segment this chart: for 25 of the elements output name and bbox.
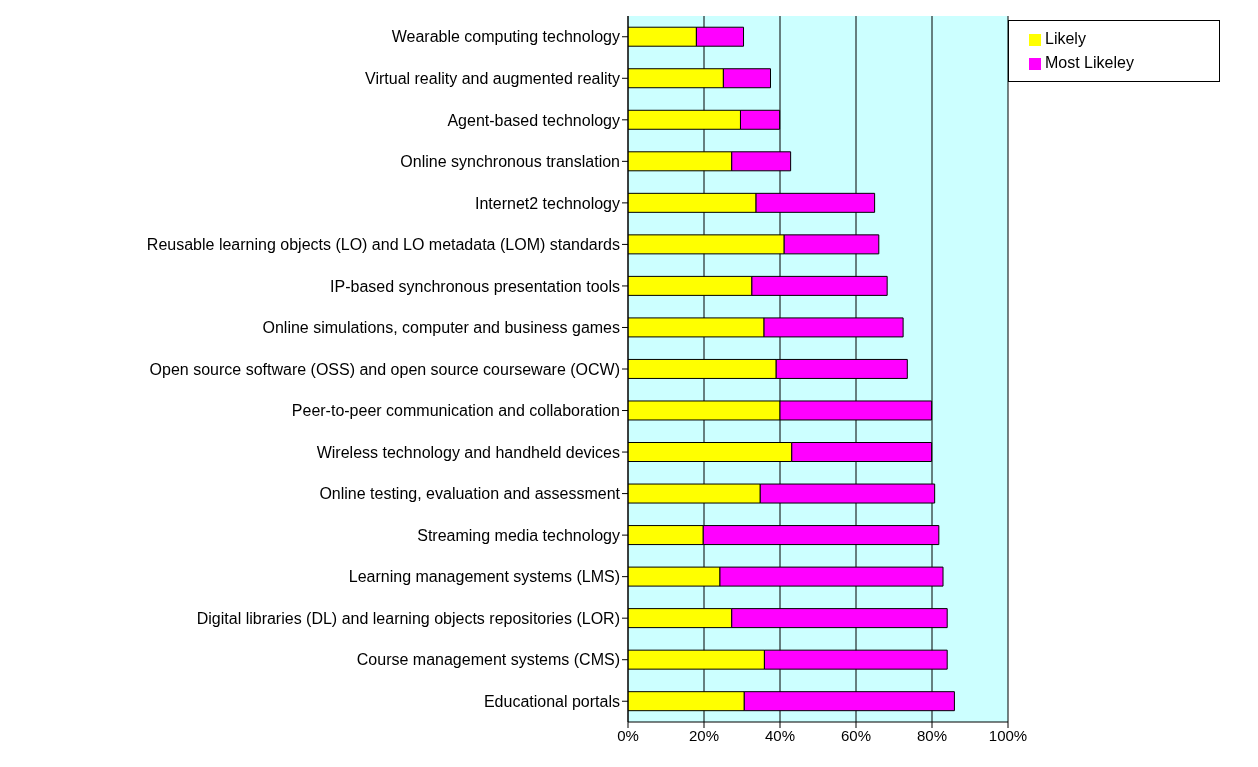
y-tick-label: Streaming media technology (417, 526, 620, 544)
y-tick-label: Online synchronous translation (400, 153, 620, 171)
x-tick-label: 40% (764, 726, 796, 744)
y-tick-label: Online testing, evaluation and assessment (319, 485, 621, 503)
y-tick-label: Course management systems (CMS) (356, 651, 620, 669)
legend-label: Likely (1045, 30, 1086, 47)
y-tick-label: Virtual reality and augmented reality (365, 69, 620, 87)
x-tick-label: 60% (840, 726, 872, 744)
y-tick-label: Open source software (OSS) and open source courseware (OCW) (149, 360, 620, 378)
x-tick-label: 0% (617, 726, 639, 744)
y-tick-label: Agent-based technology (447, 111, 620, 129)
y-tick-label: Peer-to-peer communication and collaboration (291, 402, 620, 420)
y-tick-label: Online simulations, computer and business games (262, 319, 620, 337)
x-tick-label: 20% (688, 726, 720, 744)
y-tick-label: IP-based synchronous presentation tools (330, 277, 620, 295)
y-tick-label: Wearable computing technology (391, 28, 620, 46)
y-tick-label: Internet2 technology (475, 194, 620, 212)
y-tick-label: Learning management systems (LMS) (348, 568, 620, 586)
x-tick-label: 80% (916, 726, 948, 744)
y-tick-label: Digital libraries (DL) and learning objects repositories (LOR) (196, 609, 620, 627)
y-tick-label: Wireless technology and handheld devices (316, 443, 620, 461)
y-tick-label: Reusable learning objects (LO) and LO metadata (LOM) standards (146, 236, 620, 254)
y-tick-label: Educational portals (483, 692, 620, 710)
legend-label: Most Likeley (1045, 54, 1134, 71)
x-tick-label: 100% (988, 726, 1028, 744)
